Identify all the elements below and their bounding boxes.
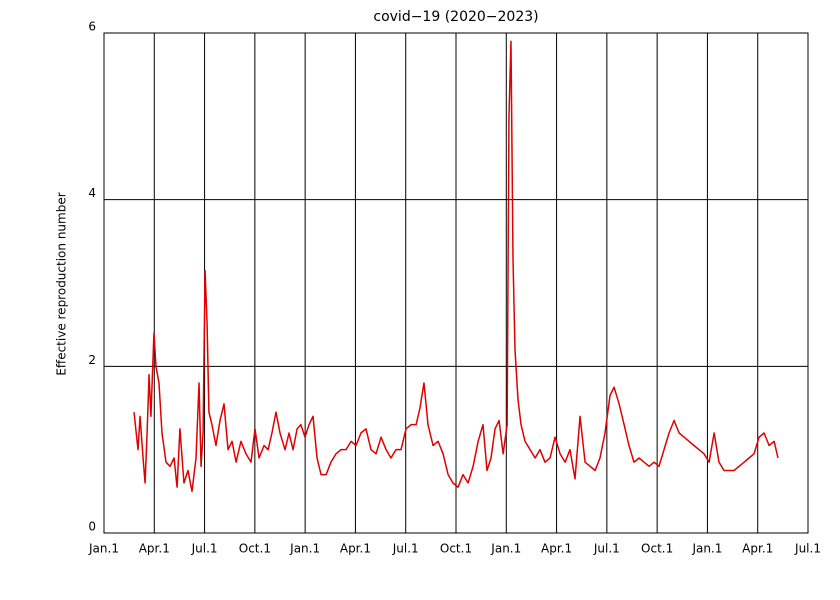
y-tick-label: 0 [88,520,96,534]
x-tick-label: Apr.1 [139,542,170,556]
x-tick-label: Apr.1 [340,542,371,556]
x-tick-label: Jul.1 [392,542,419,556]
x-tick-label: Jan.1 [88,542,119,556]
x-tick-label: Oct.1 [641,542,673,556]
x-tick-label: Jan.1 [490,542,521,556]
y-tick-label: 6 [88,20,96,34]
y-tick-label: 4 [88,186,96,200]
x-tick-label: Oct.1 [440,542,472,556]
y-axis-label: Effective reproduction number [55,192,69,375]
x-tick-label: Apr.1 [742,542,773,556]
chart-title: covid−19 (2020−2023) [373,9,538,25]
x-tick-label: Jan.1 [289,542,320,556]
x-tick-label: Jul.1 [593,542,620,556]
y-tick-label: 2 [88,353,96,367]
x-tick-label: Jan.1 [691,542,722,556]
data-line [133,40,779,493]
x-tick-label: Jul.1 [794,542,821,556]
x-tick-label: Oct.1 [239,542,271,556]
x-tick-label: Apr.1 [541,542,572,556]
x-tick-label: Jul.1 [191,542,218,556]
